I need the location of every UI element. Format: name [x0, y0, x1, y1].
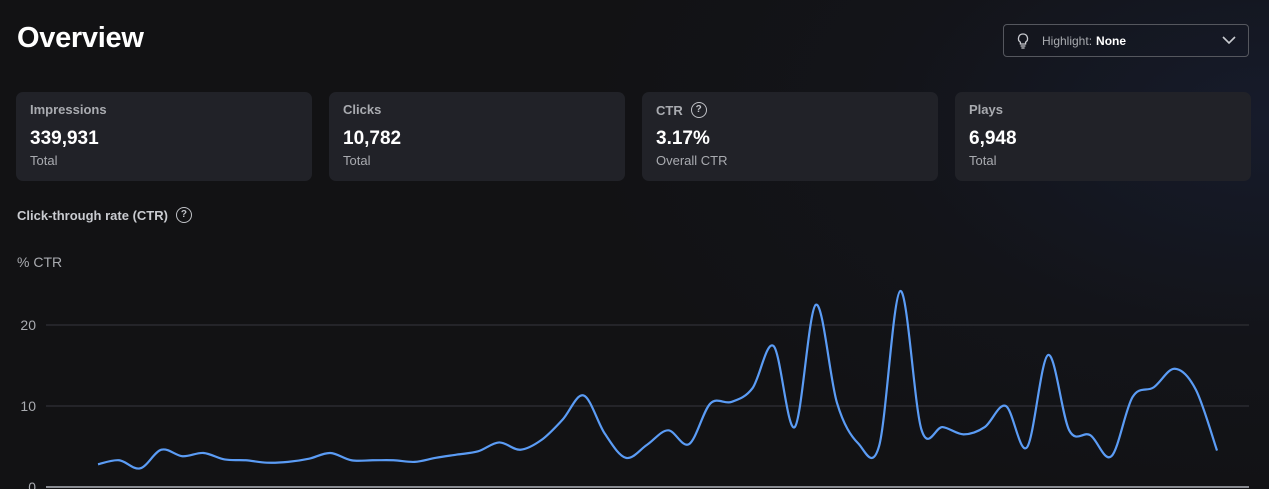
data-point	[898, 289, 902, 293]
data-point	[96, 462, 100, 466]
card-label: CTR	[656, 102, 683, 118]
data-point	[476, 449, 480, 453]
y-axis-label: % CTR	[17, 254, 63, 270]
impressions-card: Impressions 339,931 Total	[16, 92, 312, 181]
plays-card: Plays 6,948 Total	[955, 92, 1251, 181]
card-sub: Total	[30, 153, 58, 168]
data-point	[793, 425, 797, 429]
clicks-card: Clicks 10,782 Total	[329, 92, 625, 181]
data-point	[582, 393, 586, 397]
chevron-down-icon	[1222, 36, 1236, 45]
data-point	[708, 402, 712, 406]
data-point	[751, 386, 755, 390]
data-point	[159, 448, 163, 452]
help-icon[interactable]: ?	[175, 207, 192, 223]
card-value: 6,948	[969, 128, 1017, 149]
highlight-label: Highlight:	[1042, 33, 1093, 48]
data-point	[539, 438, 543, 442]
y-tick-label: 10	[20, 398, 36, 414]
card-sub: Total	[343, 153, 371, 168]
data-point	[223, 457, 227, 461]
data-point	[518, 448, 522, 452]
card-value: 339,931	[30, 128, 99, 149]
data-point	[244, 458, 248, 462]
data-point	[877, 444, 881, 448]
y-tick-label: 20	[20, 317, 36, 333]
data-point	[814, 303, 818, 307]
highlight-value: None	[1096, 33, 1127, 48]
data-point	[560, 418, 564, 422]
data-point	[666, 428, 670, 432]
data-point	[962, 432, 966, 436]
data-point	[286, 460, 290, 464]
data-point	[1067, 428, 1071, 432]
data-point	[645, 443, 649, 447]
data-point	[1046, 353, 1050, 357]
data-point	[1152, 385, 1156, 389]
data-point	[307, 457, 311, 461]
ctr-card: CTR? 3.17% Overall CTR	[642, 92, 938, 181]
data-point	[392, 458, 396, 462]
data-point	[1215, 449, 1219, 453]
data-point	[919, 427, 923, 431]
data-point	[497, 440, 501, 444]
data-point	[1004, 404, 1008, 408]
data-point	[413, 460, 417, 464]
data-point	[856, 441, 860, 445]
data-point	[603, 432, 607, 436]
lightbulb-icon	[1017, 32, 1029, 49]
card-label: Clicks	[343, 102, 382, 117]
card-value: 3.17%	[656, 128, 710, 149]
card-label: Impressions	[30, 102, 107, 117]
data-point	[1173, 367, 1177, 371]
y-tick-label: 0	[28, 479, 36, 489]
data-point	[941, 425, 945, 429]
data-point	[328, 451, 332, 455]
data-point	[370, 458, 374, 462]
card-value: 10,782	[343, 128, 402, 149]
data-point	[1131, 395, 1135, 399]
highlight-dropdown[interactable]: Highlight: None	[1003, 24, 1249, 57]
data-point	[138, 466, 142, 470]
data-point	[434, 456, 438, 460]
data-point	[202, 451, 206, 455]
data-point	[772, 344, 776, 348]
help-icon[interactable]: ?	[690, 102, 707, 118]
data-point	[1025, 445, 1029, 449]
data-point	[687, 442, 691, 446]
data-point	[265, 461, 269, 465]
data-point	[1088, 433, 1092, 437]
data-point	[117, 458, 121, 462]
ctr-series-line	[97, 289, 1219, 470]
data-point	[1194, 388, 1198, 392]
data-point	[180, 454, 184, 458]
data-point	[455, 453, 459, 457]
card-sub: Total	[969, 153, 997, 168]
data-point	[349, 458, 353, 462]
card-label-row: CTR?	[656, 102, 707, 118]
chart-title: Click-through rate (CTR)	[17, 207, 168, 223]
data-point	[835, 401, 839, 405]
card-label: Plays	[969, 102, 1003, 117]
chart-title-row: Click-through rate (CTR) ?	[17, 207, 192, 223]
data-point	[1109, 454, 1113, 458]
data-point	[624, 456, 628, 460]
data-point	[983, 425, 987, 429]
ctr-line-chart: 0 10 20	[20, 289, 1249, 489]
card-sub: Overall CTR	[656, 153, 728, 168]
data-point	[729, 400, 733, 404]
page-title: Overview	[17, 22, 144, 54]
